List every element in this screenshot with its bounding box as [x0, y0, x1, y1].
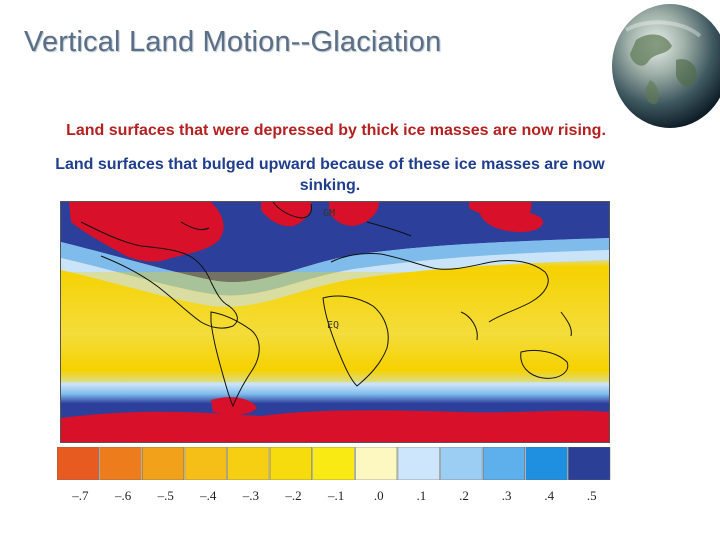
scale-tick-label: –.1	[327, 488, 345, 503]
color-swatch	[355, 447, 398, 480]
color-swatch	[568, 447, 611, 480]
color-swatch	[440, 447, 483, 480]
scale-tick-label: –.4	[200, 488, 217, 503]
color-scale-bar	[57, 447, 611, 480]
color-swatch	[269, 447, 312, 480]
color-swatch	[141, 447, 185, 480]
color-swatch	[184, 447, 227, 480]
earth-globe-icon	[612, 4, 720, 128]
caption-sinking: Land surfaces that bulged upward because…	[55, 156, 605, 194]
color-swatch	[397, 447, 440, 480]
color-swatch	[57, 447, 99, 480]
color-swatch	[99, 447, 142, 480]
color-swatch	[482, 447, 526, 480]
scale-tick-label: .3	[501, 488, 512, 503]
map-label-gm: GM	[323, 208, 335, 219]
scale-tick-label: .4	[544, 488, 555, 503]
scale-tick-label: –.2	[285, 488, 302, 503]
color-scale-ticks: –.7 –.6 –.5 –.4 –.3 –.2 –.1 .0 .1 .2 .3 .4 .5	[57, 488, 611, 506]
scale-tick-label: –.5	[157, 488, 174, 503]
map-label-eq: EQ	[327, 320, 339, 331]
scale-tick-label: –.7	[72, 488, 89, 503]
caption-rising: Land surfaces that were depressed by thi…	[66, 122, 606, 139]
color-swatch	[525, 447, 568, 480]
world-vertical-motion-map: GM EQ	[60, 201, 610, 443]
color-swatch	[227, 447, 270, 480]
scale-tick-label: .1	[416, 488, 427, 503]
slide-title: Vertical Land Motion--Glaciation	[24, 26, 442, 58]
scale-tick-label: –.6	[114, 488, 132, 503]
scale-tick-label: .5	[586, 488, 597, 503]
color-swatch	[312, 447, 355, 480]
scale-tick-label: –.3	[242, 488, 260, 503]
scale-tick-label: .0	[373, 488, 384, 503]
scale-tick-label: .2	[459, 488, 469, 503]
